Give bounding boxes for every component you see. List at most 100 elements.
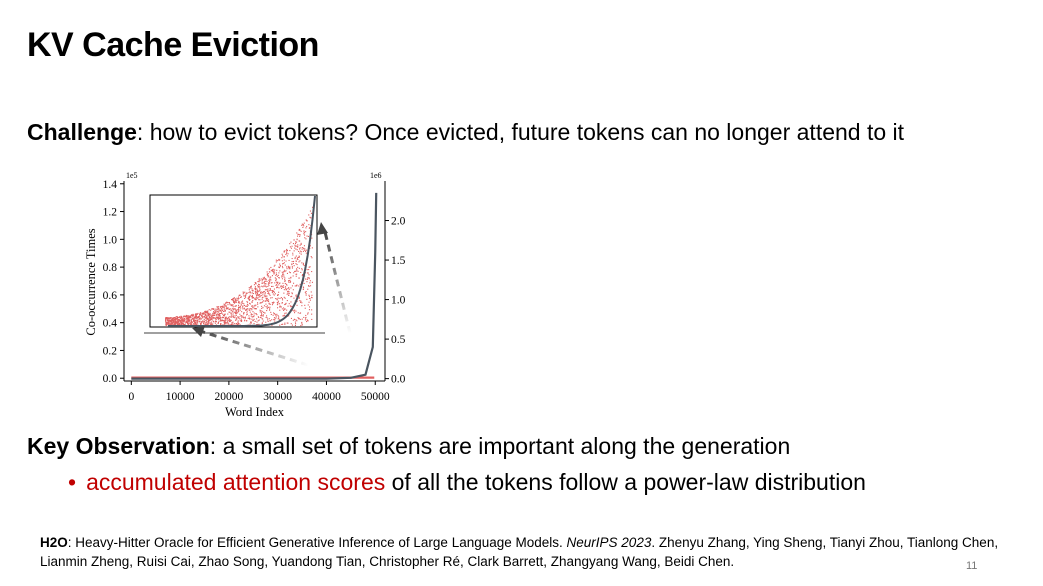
scatter-point [272,271,274,273]
scatter-point [293,265,295,267]
scatter-point [194,319,196,321]
scatter-point [177,319,179,321]
scatter-point [183,315,185,317]
scatter-point [252,316,254,318]
scatter-point [279,264,281,266]
scatter-point [278,284,280,286]
scatter-point [225,305,227,307]
scatter-point [168,319,170,321]
scatter-point [196,313,198,315]
scatter-point [254,297,256,299]
scatter-point [197,316,199,318]
scatter-point [177,323,179,325]
scatter-point [177,316,179,318]
scatter-point [309,297,311,299]
scatter-point [271,319,273,321]
scatter-point [226,322,228,324]
scatter-point [195,323,197,325]
scatter-point [204,317,206,319]
scatter-point [273,312,275,314]
scatter-point [282,263,284,265]
scatter-point [238,316,240,318]
scatter-point [193,318,195,320]
scatter-point [210,315,212,317]
scatter-point [199,312,201,314]
scatter-point [195,314,197,316]
scatter-point [224,305,226,307]
scatter-point [187,321,189,323]
scatter-point [174,321,176,323]
scatter-point [232,313,234,315]
scatter-point [186,321,188,323]
scatter-point [228,302,230,304]
scatter-point [224,321,226,323]
scatter-point [224,323,226,325]
scatter-point [228,311,230,313]
scatter-point [190,316,192,318]
scatter-point [248,297,250,299]
scatter-point [220,323,222,325]
scatter-point [282,282,284,284]
scatter-point [190,320,192,322]
scatter-point [267,276,269,278]
scatter-point [277,281,279,283]
scatter-point [173,321,175,323]
scatter-point [272,314,274,316]
scatter-point [269,276,271,278]
scatter-point [224,318,226,320]
x-tick-label: 10000 [166,391,195,403]
scatter-point [283,256,285,258]
scatter-point [307,288,309,290]
scatter-point [249,302,251,304]
scatter-point [253,323,255,325]
scatter-point [250,322,252,324]
scatter-point [279,309,281,311]
challenge-line: Challenge: how to evict tokens? Once evi… [27,119,904,146]
scatter-point [269,303,271,305]
scatter-point [176,321,178,323]
scatter-point [232,299,234,301]
scatter-point [236,309,238,311]
scatter-point [263,281,265,283]
scatter-point [198,315,200,317]
scatter-point [203,312,205,314]
scatter-point [299,250,301,252]
scatter-point [246,314,248,316]
scatter-point [283,251,285,253]
scatter-point [180,319,182,321]
scatter-point [186,315,188,317]
scatter-point [305,314,307,316]
scatter-point [223,321,225,323]
scatter-point [284,304,286,306]
scatter-point [269,268,271,270]
scatter-point [296,284,298,286]
scatter-point [238,296,240,298]
scatter-point [188,318,190,320]
scatter-point [227,302,229,304]
scatter-point [194,323,196,325]
scatter-point [273,270,275,272]
scatter-point [200,322,202,324]
scatter-point [236,318,238,320]
scatter-point [189,320,191,322]
scatter-point [181,322,183,324]
scatter-point [287,266,289,268]
scatter-point [279,297,281,299]
scatter-point [267,288,269,290]
scatter-point [258,293,260,295]
scatter-point [184,319,186,321]
scatter-point [174,318,176,320]
scatter-point [252,295,254,297]
scatter-point [183,320,185,322]
scatter-point [170,317,172,319]
scatter-point [299,248,301,250]
scatter-point [196,316,198,318]
scatter-point [301,318,303,320]
scatter-point [297,317,299,319]
scatter-point [243,312,245,314]
scatter-point [226,321,228,323]
bullet-item: • accumulated attention scores of all the… [68,469,866,496]
y-right-tick-label: 0.5 [391,334,406,346]
scatter-point [272,303,274,305]
scatter-point [245,294,247,296]
